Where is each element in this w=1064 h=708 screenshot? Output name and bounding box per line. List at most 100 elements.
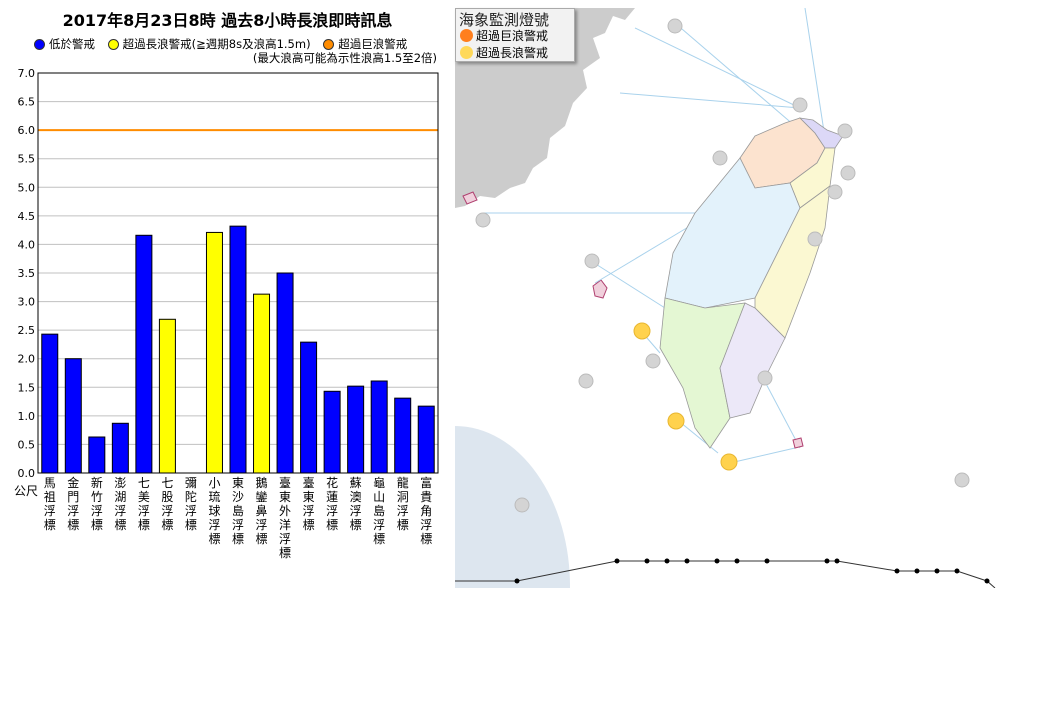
penghu-islands: [592, 279, 608, 299]
buoy-gray-icon: [792, 97, 808, 113]
sea-zone-circle: [455, 426, 571, 588]
y-tick-label: 6.0: [18, 124, 36, 137]
buoy-gray-icon: [584, 253, 600, 269]
buoy-gray-icon: [840, 165, 856, 181]
bar-3: [111, 422, 129, 474]
x-tick-label: 鵝鑾鼻浮標: [256, 476, 268, 546]
x-tick-label: 富貴角浮標: [420, 475, 432, 546]
orange-dot-icon: [460, 29, 473, 42]
bar-10: [276, 272, 294, 474]
legend-label-low: 低於警戒: [49, 37, 95, 51]
bar-11: [300, 341, 318, 474]
y-tick-label: 3.5: [18, 267, 36, 280]
legend-item-long-wave: 超過長浪警戒(≧週期8s及浪高1.5m): [107, 36, 311, 52]
x-tick-label: 澎湖浮標: [114, 476, 126, 532]
buoy-gray-icon: [578, 373, 594, 389]
x-tick-label: 龜山島浮標: [373, 476, 385, 546]
bar-4: [135, 234, 153, 474]
lanyu-island: [792, 437, 804, 449]
buoy-gray-icon: [827, 184, 843, 200]
map-legend-label-long: 超過長浪警戒: [476, 46, 549, 60]
bar-8: [229, 225, 247, 474]
x-tick-label: 七美浮標: [138, 476, 150, 532]
y-tick-label: 0.0: [18, 467, 36, 480]
x-tick-label: 金門浮標: [67, 475, 79, 532]
buoy-gray-icon: [807, 231, 823, 247]
buoy-gray-icon: [475, 212, 491, 228]
buoy-gray-icon: [667, 18, 683, 34]
buoy-alert-icon: [667, 412, 685, 430]
ship-track-points: [514, 558, 990, 584]
plot-frame: [37, 72, 439, 474]
y-tick-label: 5.5: [18, 153, 36, 166]
y-axis-label: 公尺: [14, 484, 38, 498]
buoy-gray-icon: [645, 353, 661, 369]
buoy-link-lines: [483, 8, 826, 464]
legend-item-low: 低於警戒: [34, 36, 95, 52]
buoy-gray-icon: [837, 123, 853, 139]
buoy-gray-icon: [954, 472, 970, 488]
buoy-gray-icon: [514, 497, 530, 513]
legend-label-long-wave: 超過長浪警戒(≧週期8s及浪高1.5m): [122, 37, 311, 51]
bar-9: [253, 293, 271, 474]
bar-5: [158, 318, 176, 474]
bar-13: [347, 385, 365, 474]
x-tick-label: 臺東外洋浮標: [279, 475, 291, 560]
bar-15: [394, 397, 412, 474]
x-tick-label: 蘇澳浮標: [350, 476, 362, 532]
map-legend-row-long: 超過長浪警戒: [460, 44, 548, 61]
region-south: [659, 297, 746, 449]
y-tick-label: 1.0: [18, 410, 36, 423]
y-tick-label: 2.0: [18, 353, 36, 366]
x-tick-label: 馬祖浮標: [44, 476, 56, 532]
kinmen-island: [462, 191, 478, 205]
legend-dot-orange-icon: [323, 38, 335, 50]
y-tick-label: 4.5: [18, 210, 36, 223]
y-tick-label: 2.5: [18, 324, 36, 337]
legend-dot-blue-icon: [34, 38, 45, 50]
buoy-alert-icon: [633, 322, 651, 340]
legend-item-huge-wave: 超過巨浪警戒: [323, 36, 407, 52]
legend-label-huge-wave: 超過巨浪警戒: [338, 37, 408, 51]
x-tick-label: 小琉球浮標: [208, 476, 220, 546]
x-tick-label: 花蓮浮標: [326, 475, 338, 532]
buoy-markers: [475, 18, 970, 513]
map-legend-title: 海象監測燈號: [459, 11, 550, 29]
taiwan-buoy-map: [455, 8, 1064, 588]
legend-note: (最大浪高可能為示性浪高1.5至2倍): [252, 51, 437, 65]
y-tick-label: 6.5: [18, 96, 36, 109]
x-tick-label: 臺東浮標: [303, 475, 315, 532]
legend-dot-yellow-icon: [107, 38, 119, 50]
bar-1: [64, 358, 82, 474]
chart-panel: 2017年8月23日8時 過去8小時長浪即時訊息 低於警戒 超過長浪警戒(≧週期…: [0, 0, 455, 560]
buoy-alert-icon: [720, 453, 738, 471]
buoy-gray-icon: [712, 150, 728, 166]
y-tick-label: 3.0: [18, 296, 36, 309]
y-tick-label: 0.5: [18, 438, 36, 451]
y-tick-label: 4.0: [18, 238, 36, 251]
x-tick-label: 龍洞浮標: [397, 475, 409, 532]
region-taipei: [798, 117, 844, 149]
y-tick-label: 1.5: [18, 381, 36, 394]
bar-14: [370, 380, 388, 474]
bar-7: [205, 231, 223, 474]
region-southeast: [719, 302, 786, 419]
x-tick-label: 新竹浮標: [91, 475, 103, 532]
y-tick-label: 5.0: [18, 181, 36, 194]
x-tick-label: 彌陀浮標: [185, 476, 197, 532]
bar-chart: 0.0 0.5 1.0 1.5 2.0 2.5 3.0 3.5 4.0 4.5 5.0 5.5 6.0 6…: [14, 67, 439, 560]
bar-12: [323, 390, 341, 474]
bar-0: [41, 333, 59, 474]
chart-title: 2017年8月23日8時 過去8小時長浪即時訊息: [62, 11, 393, 30]
chart-legend: 低於警戒 超過長浪警戒(≧週期8s及浪高1.5m) 超過巨浪警戒: [34, 36, 444, 53]
map-legend: 海象監測燈號 超過巨浪警戒 超過長浪警戒: [455, 8, 575, 62]
buoy-gray-icon: [757, 370, 773, 386]
map-legend-row-huge: 超過巨浪警戒: [460, 27, 548, 44]
y-tick-label: 7.0: [18, 67, 36, 80]
x-tick-label: 東沙島浮標: [232, 476, 244, 546]
bar-2: [88, 436, 106, 474]
yellow-dot-icon: [460, 46, 473, 59]
map-legend-label-huge: 超過巨浪警戒: [476, 29, 549, 43]
x-tick-label: 七股浮標: [161, 476, 173, 532]
bar-16: [417, 405, 435, 474]
